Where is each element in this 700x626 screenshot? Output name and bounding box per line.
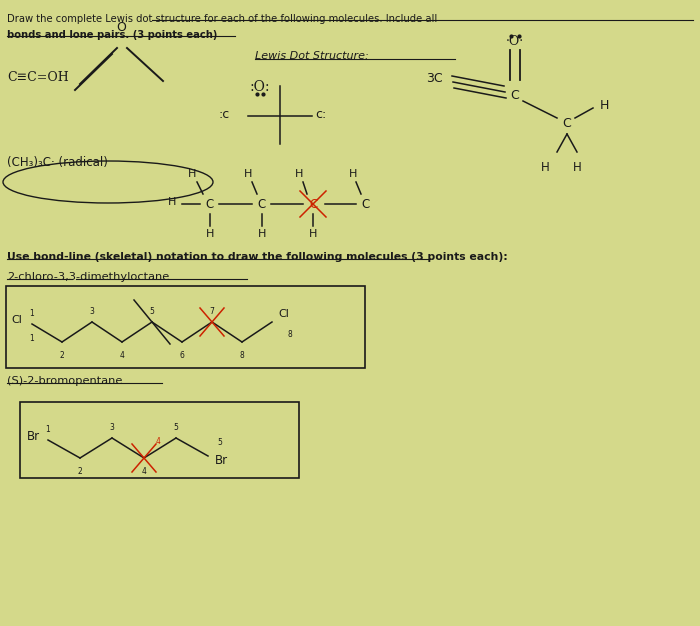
- Text: H: H: [188, 169, 196, 179]
- Text: Use bond-line (skeletal) notation to draw the following molecules (3 points each: Use bond-line (skeletal) notation to dra…: [7, 252, 508, 262]
- Text: Cl: Cl: [11, 315, 22, 325]
- Text: 1: 1: [46, 425, 50, 434]
- Text: 2: 2: [60, 351, 64, 360]
- Text: Br: Br: [215, 453, 228, 466]
- Text: 8: 8: [288, 330, 293, 339]
- Text: Cl: Cl: [278, 309, 289, 319]
- Text: 8: 8: [239, 351, 244, 360]
- Text: 4: 4: [155, 437, 160, 446]
- Text: C: C: [510, 90, 519, 103]
- Text: C≡C=OH: C≡C=OH: [7, 71, 69, 84]
- Text: ·O·: ·O·: [506, 35, 524, 48]
- Text: H: H: [540, 161, 550, 174]
- Text: 1: 1: [29, 334, 34, 343]
- Text: 2: 2: [78, 467, 83, 476]
- Text: c:: c:: [315, 108, 326, 120]
- Text: Draw the complete Lewis dot structure for each of the following molecules. Inclu: Draw the complete Lewis dot structure fo…: [7, 14, 438, 24]
- Text: Br: Br: [27, 429, 40, 443]
- Text: H: H: [600, 100, 610, 113]
- Text: 1: 1: [29, 309, 34, 318]
- Text: C: C: [563, 118, 571, 130]
- Text: 5: 5: [150, 307, 155, 316]
- Text: O: O: [116, 21, 126, 34]
- Text: 6: 6: [180, 351, 184, 360]
- Text: :c: :c: [218, 108, 230, 120]
- Text: H: H: [206, 229, 214, 239]
- Text: (S)-2-bromopentane: (S)-2-bromopentane: [7, 376, 122, 386]
- Text: 2-chloro-3,3-dimethyloctane: 2-chloro-3,3-dimethyloctane: [7, 272, 169, 282]
- Text: C: C: [258, 197, 266, 210]
- Text: 4: 4: [141, 467, 146, 476]
- Text: H: H: [295, 169, 303, 179]
- Text: :O:: :O:: [250, 80, 270, 94]
- Text: H: H: [244, 169, 252, 179]
- Text: C: C: [362, 197, 370, 210]
- Text: Lewis Dot Structure:: Lewis Dot Structure:: [255, 51, 369, 61]
- Text: C: C: [206, 197, 214, 210]
- Text: H: H: [573, 161, 582, 174]
- Text: 4: 4: [120, 351, 125, 360]
- Text: 3: 3: [90, 307, 95, 316]
- Text: 3C: 3C: [426, 71, 443, 85]
- Text: H: H: [349, 169, 357, 179]
- Text: C: C: [309, 197, 317, 210]
- Text: 7: 7: [209, 307, 214, 316]
- Text: H: H: [258, 229, 266, 239]
- Text: bonds and lone pairs. (3 points each): bonds and lone pairs. (3 points each): [7, 30, 218, 40]
- Text: H: H: [309, 229, 317, 239]
- Text: 3: 3: [110, 423, 114, 432]
- Text: 5: 5: [218, 438, 223, 447]
- Text: 5: 5: [174, 423, 178, 432]
- Text: H: H: [168, 197, 176, 207]
- Text: (CH₃)₃C· (radical): (CH₃)₃C· (radical): [7, 156, 108, 169]
